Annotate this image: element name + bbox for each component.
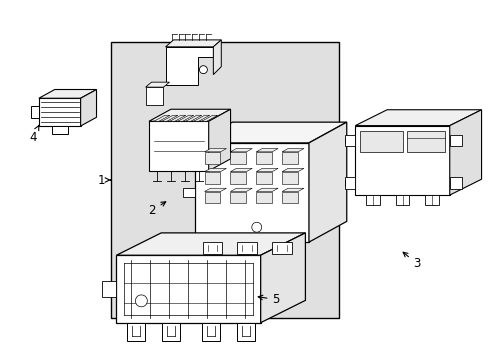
Polygon shape <box>282 168 304 172</box>
Circle shape <box>199 66 207 74</box>
Polygon shape <box>355 110 481 126</box>
Polygon shape <box>202 115 217 121</box>
Polygon shape <box>449 110 481 195</box>
Polygon shape <box>230 149 252 152</box>
Polygon shape <box>154 115 169 121</box>
Polygon shape <box>256 172 272 184</box>
Polygon shape <box>194 143 308 242</box>
Polygon shape <box>162 115 178 121</box>
Polygon shape <box>204 188 226 192</box>
Circle shape <box>135 295 147 307</box>
Polygon shape <box>282 172 297 184</box>
Polygon shape <box>149 109 230 121</box>
Polygon shape <box>360 131 402 152</box>
Polygon shape <box>149 121 208 171</box>
Polygon shape <box>204 172 220 184</box>
Polygon shape <box>256 149 278 152</box>
Polygon shape <box>345 135 355 147</box>
Polygon shape <box>185 115 202 121</box>
Polygon shape <box>256 168 278 172</box>
Polygon shape <box>193 115 209 121</box>
Polygon shape <box>282 192 297 203</box>
Polygon shape <box>308 122 346 242</box>
Polygon shape <box>236 323 254 341</box>
Polygon shape <box>204 152 220 164</box>
Polygon shape <box>282 188 304 192</box>
Polygon shape <box>145 87 163 105</box>
Text: 3: 3 <box>402 252 420 270</box>
Text: 1: 1 <box>97 174 110 186</box>
Polygon shape <box>202 242 222 254</box>
Circle shape <box>251 222 261 232</box>
Polygon shape <box>449 177 461 189</box>
Polygon shape <box>272 242 291 254</box>
Polygon shape <box>162 323 180 341</box>
Polygon shape <box>169 115 185 121</box>
Polygon shape <box>237 242 257 254</box>
Polygon shape <box>449 135 461 147</box>
Polygon shape <box>39 90 96 98</box>
Text: 5: 5 <box>258 293 279 306</box>
Polygon shape <box>194 122 346 143</box>
Polygon shape <box>178 115 193 121</box>
Polygon shape <box>116 233 305 255</box>
Polygon shape <box>230 152 246 164</box>
Bar <box>111 42 339 318</box>
Polygon shape <box>407 131 444 152</box>
Polygon shape <box>256 152 272 164</box>
Polygon shape <box>208 109 230 171</box>
Polygon shape <box>102 281 116 297</box>
Polygon shape <box>81 90 96 126</box>
Polygon shape <box>165 47 213 85</box>
Polygon shape <box>204 168 226 172</box>
Polygon shape <box>282 149 304 152</box>
Polygon shape <box>282 152 297 164</box>
Polygon shape <box>165 40 221 47</box>
Polygon shape <box>145 82 169 87</box>
Text: 4: 4 <box>29 125 39 144</box>
Polygon shape <box>230 172 246 184</box>
Polygon shape <box>39 98 81 126</box>
Polygon shape <box>183 188 194 198</box>
Polygon shape <box>395 195 408 205</box>
Polygon shape <box>345 177 355 189</box>
Polygon shape <box>31 106 39 118</box>
Text: 2: 2 <box>148 202 165 217</box>
Polygon shape <box>256 192 272 203</box>
Polygon shape <box>230 188 252 192</box>
Polygon shape <box>213 40 221 75</box>
Polygon shape <box>355 126 449 195</box>
Polygon shape <box>230 168 252 172</box>
Polygon shape <box>204 149 226 152</box>
Polygon shape <box>424 195 438 205</box>
Polygon shape <box>204 192 220 203</box>
Polygon shape <box>230 192 246 203</box>
Polygon shape <box>202 323 220 341</box>
Polygon shape <box>256 188 278 192</box>
Polygon shape <box>260 233 305 323</box>
Polygon shape <box>366 195 379 205</box>
Polygon shape <box>52 126 67 134</box>
Polygon shape <box>116 255 260 323</box>
Polygon shape <box>127 323 145 341</box>
